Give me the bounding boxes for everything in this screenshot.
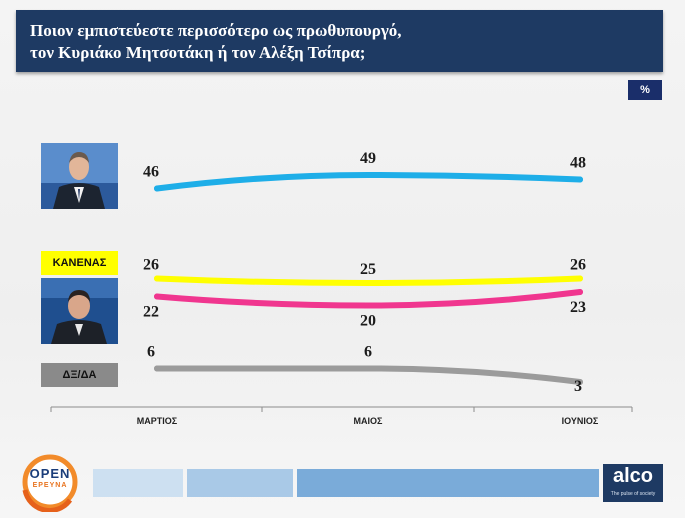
tsipras-photo — [41, 278, 118, 344]
open-logo: OPEN ΕΡΕΥΝΑ — [8, 452, 92, 514]
x-tick-label: ΜΑΡΤΙΟΣ — [137, 416, 178, 426]
mitsotakis-photo — [41, 143, 118, 209]
data-label-mitsotakis: 46 — [143, 164, 159, 181]
series-group — [154, 171, 583, 385]
data-label-tsipras: 20 — [360, 313, 376, 330]
data-label-dkna: 6 — [364, 344, 372, 361]
data-point-mitsotakis — [577, 176, 583, 183]
alco-logo: alco The pulse of society — [603, 464, 663, 502]
data-point-dkna — [154, 365, 160, 372]
data-label-none: 26 — [570, 257, 586, 274]
data-point-tsipras — [154, 293, 160, 300]
data-labels: 46 49 48 26 25 26 22 20 23 6 6 3 — [143, 150, 586, 395]
data-label-dkna: 6 — [147, 344, 155, 361]
open-logo-subtext: ΕΡΕΥΝΑ — [32, 482, 68, 489]
x-tick-label: ΜΑΙΟΣ — [354, 416, 383, 426]
data-label-none: 25 — [360, 261, 376, 278]
data-label-dkna: 3 — [574, 378, 582, 395]
footer-bar-light — [93, 469, 183, 497]
data-label-mitsotakis: 48 — [570, 155, 586, 172]
data-point-tsipras — [365, 302, 371, 309]
data-point-tsipras — [577, 289, 583, 295]
data-point-none — [577, 275, 583, 282]
label-none: ΚΑΝΕΝΑΣ — [41, 251, 118, 275]
title-banner: Ποιον εμπιστεύεστε περισσότερο ως πρωθυπ… — [16, 10, 663, 72]
footer-bar-medium — [187, 469, 293, 497]
data-label-mitsotakis: 49 — [360, 150, 376, 167]
data-label-tsipras: 22 — [143, 304, 159, 321]
data-point-mitsotakis — [365, 172, 371, 178]
chart-title-line-2: τον Κυριάκο Μητσοτάκη ή τον Αλέξη Τσίπρα… — [30, 43, 366, 62]
data-label-tsipras: 23 — [570, 299, 586, 316]
data-point-none — [154, 275, 160, 282]
unit-badge: % — [628, 80, 662, 100]
tsipras-portrait-icon — [41, 278, 118, 344]
data-point-dkna — [577, 379, 583, 385]
footer-bar-dark — [297, 469, 599, 497]
open-logo-ring-icon — [22, 454, 78, 514]
data-point-dkna — [365, 365, 371, 372]
data-label-none: 26 — [143, 257, 159, 274]
chart-title-line-1: Ποιον εμπιστεύεστε περισσότερο ως πρωθυπ… — [30, 21, 402, 40]
alco-tagline: The pulse of society — [610, 491, 656, 497]
x-tick-label: ΙΟΥΝΙΟΣ — [562, 416, 599, 426]
label-dkna: ΔΞ/ΔΑ — [41, 363, 118, 387]
alco-logo-text: alco — [612, 465, 654, 487]
open-logo-text: OPEN — [29, 466, 71, 481]
data-point-none — [365, 280, 371, 286]
x-axis: ΜΑΡΤΙΟΣ ΜΑΙΟΣ ΙΟΥΝΙΟΣ — [50, 406, 633, 426]
data-point-mitsotakis — [154, 185, 160, 192]
mitsotakis-portrait-icon — [41, 143, 118, 209]
